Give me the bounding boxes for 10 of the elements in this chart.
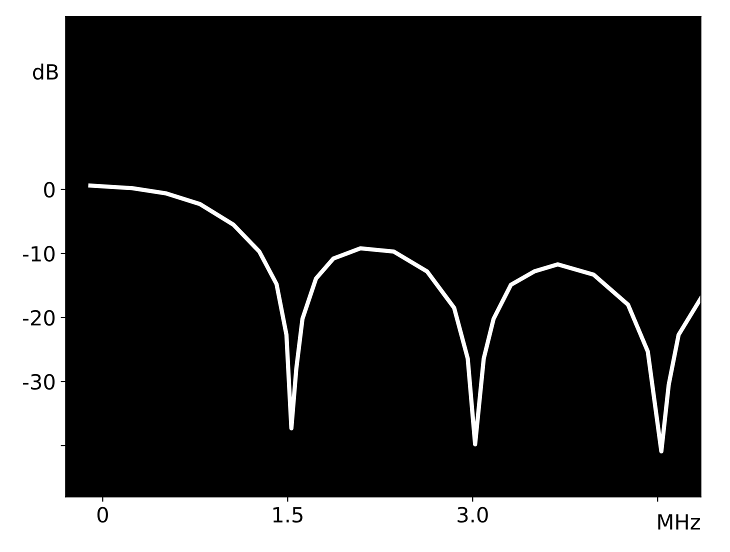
y-tick-label: -20 <box>22 310 55 326</box>
x-tick-label: 1.5 <box>273 507 302 523</box>
y-axis-title: dB <box>32 64 58 80</box>
y-tick-label: -30 <box>22 374 55 390</box>
y-tick-label: 0 <box>44 182 55 198</box>
x-tick-label: 3.0 <box>458 506 488 523</box>
x-tick-label: 0 <box>97 506 108 523</box>
y-tick-label: -10 <box>22 246 55 262</box>
line-series <box>88 184 701 454</box>
x-axis-title: MHz <box>658 514 700 530</box>
